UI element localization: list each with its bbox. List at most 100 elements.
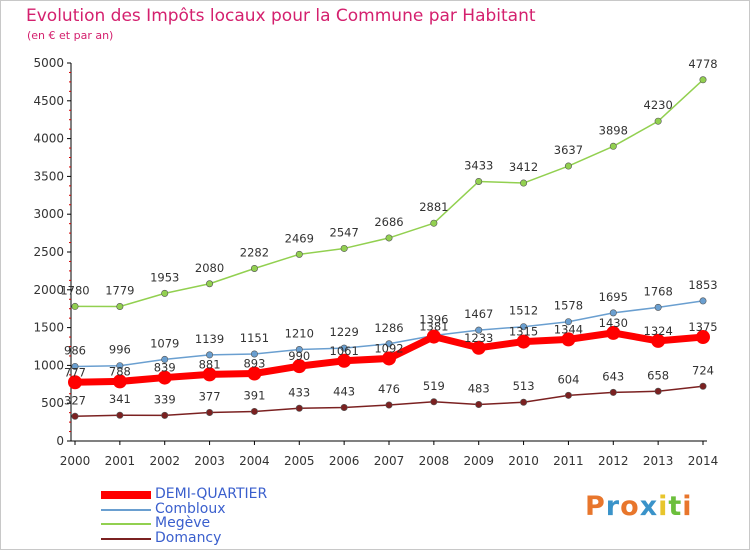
- data-label: 643: [602, 369, 624, 383]
- data-label: 1381: [419, 320, 448, 334]
- legend-label: Combloux: [155, 501, 226, 517]
- x-tick-label: 2002: [149, 454, 180, 468]
- x-tick-label: 2003: [194, 454, 225, 468]
- data-point: [292, 359, 307, 374]
- x-tick-label: 2001: [105, 454, 136, 468]
- data-point: [430, 219, 438, 227]
- logo-letter: r: [605, 491, 621, 522]
- legend-label: DEMI-QUARTIER: [155, 486, 268, 502]
- data-label: 788: [109, 364, 131, 378]
- data-point: [699, 76, 707, 84]
- data-point: [609, 309, 617, 317]
- legend-label: Megève: [155, 515, 211, 531]
- data-label: 3898: [599, 123, 628, 137]
- logo-letter: i: [658, 491, 669, 522]
- x-tick-label: 2014: [688, 454, 719, 468]
- data-point: [161, 289, 169, 297]
- data-point: [340, 404, 348, 412]
- data-label: 724: [692, 363, 714, 377]
- data-label: 476: [378, 382, 400, 396]
- data-point: [561, 332, 576, 347]
- data-label: 1467: [464, 307, 493, 321]
- logo-letter: P: [585, 491, 606, 522]
- data-point: [520, 398, 528, 406]
- data-point: [520, 179, 528, 187]
- data-point: [520, 323, 528, 331]
- data-point: [475, 326, 483, 334]
- data-point: [385, 340, 393, 348]
- data-point: [202, 367, 217, 382]
- data-label: 519: [423, 379, 445, 393]
- x-tick-label: 2012: [598, 454, 629, 468]
- y-tick-label: 5000: [33, 56, 64, 70]
- data-label: 341: [109, 392, 131, 406]
- data-point: [116, 303, 124, 311]
- x-tick-label: 2007: [374, 454, 405, 468]
- logo-letter: o: [620, 491, 640, 522]
- x-tick-label: 2011: [553, 454, 584, 468]
- data-label: 1375: [688, 320, 717, 334]
- data-label: 1512: [509, 304, 538, 318]
- data-label: 1233: [464, 331, 493, 345]
- data-point: [68, 375, 82, 390]
- y-tick-label: 500: [41, 396, 64, 410]
- legend-swatch: [101, 491, 151, 499]
- data-point: [340, 344, 348, 352]
- data-label: 839: [154, 361, 176, 375]
- data-point: [699, 297, 707, 305]
- data-label: 4778: [688, 57, 717, 71]
- chart-title: Evolution des Impôts locaux pour la Comm…: [26, 6, 536, 26]
- data-label: 1229: [330, 325, 359, 339]
- data-point: [475, 400, 483, 408]
- data-point: [564, 391, 572, 399]
- data-point: [564, 318, 572, 326]
- data-point: [295, 346, 303, 354]
- data-label: 1061: [330, 344, 359, 358]
- data-point: [654, 387, 662, 395]
- data-label: 604: [557, 372, 579, 386]
- y-tick-label: 2500: [33, 245, 64, 259]
- data-label: 1344: [554, 322, 583, 336]
- legend-swatch: [101, 538, 151, 540]
- data-point: [157, 370, 172, 385]
- data-point: [247, 366, 262, 381]
- data-label: 1695: [599, 290, 628, 304]
- data-point: [206, 351, 214, 359]
- data-label: 513: [513, 379, 535, 393]
- data-label: 2282: [240, 245, 269, 259]
- data-label: 1139: [195, 332, 224, 346]
- legend-swatch: [101, 523, 151, 525]
- data-point: [250, 407, 258, 415]
- data-point: [250, 350, 258, 358]
- data-label: 1092: [374, 341, 403, 355]
- data-point: [250, 264, 258, 272]
- y-tick-label: 2000: [33, 283, 64, 297]
- logo-letter: t: [668, 491, 683, 522]
- data-point: [609, 388, 617, 396]
- data-point: [71, 362, 79, 370]
- y-tick-label: 4500: [33, 94, 64, 108]
- data-point: [206, 280, 214, 288]
- data-label: 391: [243, 388, 265, 402]
- y-tick-label: 3500: [33, 169, 64, 183]
- data-point: [295, 250, 303, 258]
- data-label: 1210: [285, 327, 314, 341]
- data-point: [699, 382, 707, 390]
- data-point: [609, 142, 617, 150]
- data-point: [112, 374, 127, 389]
- data-label: 893: [243, 356, 265, 370]
- data-label: 483: [468, 381, 490, 395]
- data-label: 2547: [330, 225, 359, 239]
- y-tick-label: 1500: [33, 321, 64, 335]
- data-label: 1286: [374, 321, 403, 335]
- data-point: [71, 302, 79, 310]
- chart-subtitle: (en € et par an): [27, 29, 114, 42]
- data-label: 2881: [419, 200, 448, 214]
- data-label: 658: [647, 368, 669, 382]
- data-label: 1853: [688, 278, 717, 292]
- data-label: 3433: [464, 158, 493, 172]
- data-label: 339: [154, 392, 176, 406]
- data-label: 996: [109, 343, 131, 357]
- data-point: [161, 355, 169, 363]
